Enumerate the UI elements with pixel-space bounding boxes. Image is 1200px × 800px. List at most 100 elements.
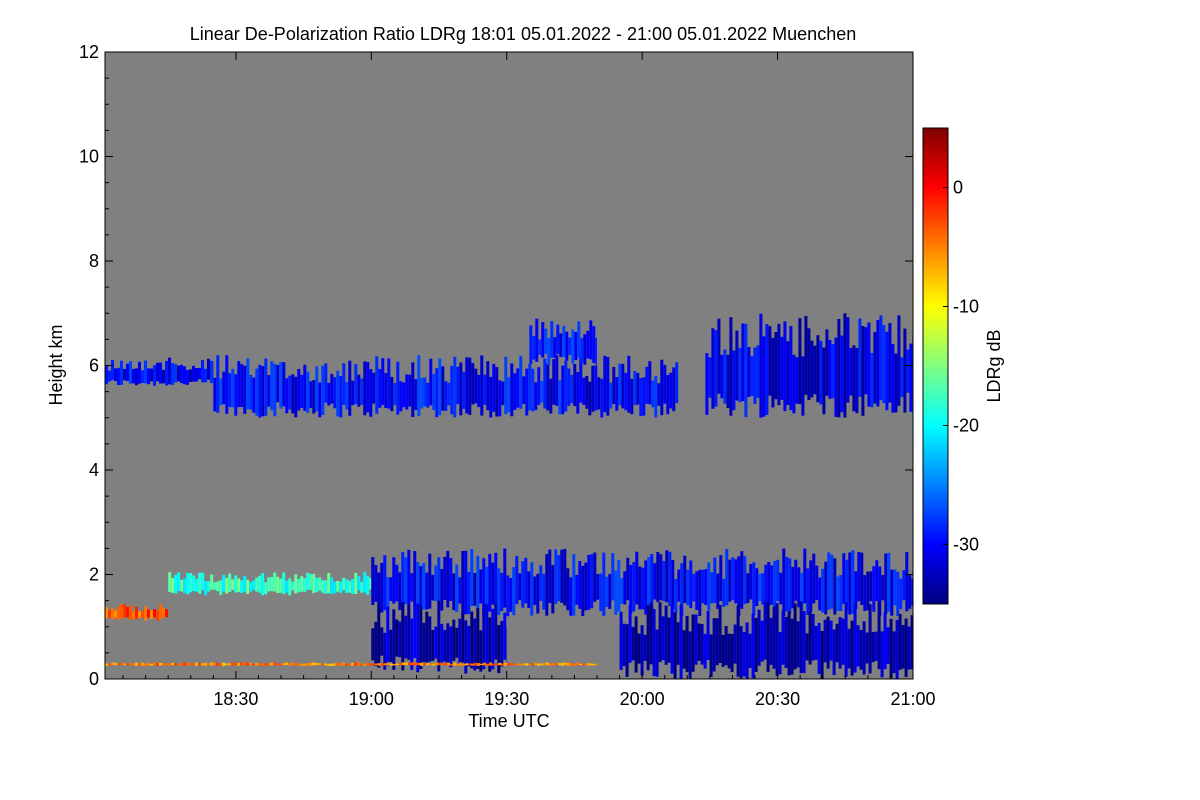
data-cell — [138, 361, 141, 384]
data-cell — [363, 663, 366, 666]
data-cell — [192, 663, 195, 665]
data-cell — [871, 632, 875, 663]
data-cell — [279, 663, 282, 666]
data-cell — [549, 378, 553, 414]
data-cell — [683, 555, 687, 603]
data-cell — [735, 330, 739, 401]
data-cell — [739, 626, 743, 679]
colorbar-ticks: 0 -10 -20 -30 — [943, 178, 979, 555]
data-cell — [255, 663, 258, 666]
data-cell — [165, 663, 168, 666]
data-cell — [596, 574, 600, 600]
data-cell — [342, 662, 345, 665]
data-cell — [555, 355, 559, 406]
data-cell — [717, 318, 721, 394]
data-cell — [877, 601, 881, 670]
data-cell — [243, 576, 247, 592]
data-cell — [584, 562, 588, 611]
data-cell — [455, 564, 459, 612]
data-cell — [721, 634, 725, 667]
data-cell — [432, 373, 436, 410]
data-cell — [762, 336, 766, 417]
data-cell — [789, 326, 793, 411]
data-cell — [270, 361, 274, 411]
data-cell — [477, 374, 481, 408]
y-tick-label: 8 — [89, 251, 99, 271]
data-cell — [425, 611, 429, 663]
data-cell — [570, 662, 573, 666]
data-cell — [354, 662, 357, 666]
data-cell — [670, 604, 674, 674]
data-cell — [446, 623, 450, 664]
data-cell — [843, 313, 847, 418]
data-cell — [558, 663, 561, 666]
data-cell — [605, 576, 609, 607]
data-cell — [901, 625, 905, 669]
data-cell — [288, 578, 292, 596]
data-cell — [186, 573, 190, 595]
data-cell — [538, 339, 542, 355]
data-cell — [881, 575, 885, 601]
data-cell — [599, 573, 603, 612]
data-cell — [589, 320, 593, 360]
data-cell — [464, 620, 468, 674]
data-cell — [336, 370, 340, 417]
data-cell — [591, 663, 594, 666]
data-cell — [824, 561, 828, 615]
data-cell — [701, 569, 705, 604]
data-cell — [428, 553, 432, 609]
data-cell — [348, 360, 352, 416]
data-cell — [126, 663, 129, 666]
data-cell — [904, 618, 908, 677]
data-cell — [144, 360, 147, 384]
data-cell — [811, 614, 815, 661]
data-cell — [270, 577, 274, 592]
data-cell — [135, 368, 138, 386]
data-cell — [483, 662, 486, 666]
data-cell — [372, 372, 376, 404]
data-cell — [513, 663, 516, 666]
data-cell — [561, 365, 565, 415]
data-cell — [195, 578, 199, 592]
x-tick-label: 19:00 — [349, 689, 394, 709]
data-cell — [363, 361, 367, 416]
data-cell — [556, 324, 560, 355]
data-cell — [333, 581, 337, 594]
data-cell — [479, 569, 483, 604]
data-cell — [470, 611, 474, 669]
data-cell — [743, 556, 747, 605]
data-cell — [666, 375, 670, 415]
data-cell — [634, 616, 638, 673]
data-cell — [582, 663, 585, 666]
data-cell — [603, 355, 607, 413]
data-cell — [579, 355, 583, 403]
data-cell — [285, 580, 289, 593]
data-cell — [835, 623, 839, 663]
data-cell — [845, 559, 849, 611]
data-cell — [869, 571, 873, 602]
data-cell — [117, 367, 120, 385]
data-cell — [318, 382, 322, 418]
data-cell — [639, 378, 643, 417]
data-cell — [183, 662, 186, 666]
data-cell — [402, 382, 406, 408]
data-cell — [458, 618, 462, 664]
data-cell — [414, 662, 417, 666]
data-cell — [105, 606, 108, 619]
data-cell — [535, 318, 539, 362]
data-cell — [757, 609, 761, 666]
data-cell — [186, 662, 189, 666]
data-cell — [162, 663, 165, 666]
data-cell — [748, 633, 752, 668]
data-cell — [342, 577, 346, 591]
data-cell — [688, 631, 692, 679]
data-cell — [653, 563, 657, 600]
data-cell — [492, 663, 495, 666]
data-cell — [885, 331, 889, 411]
data-cell — [291, 374, 295, 414]
data-cell — [654, 376, 658, 418]
data-cell — [552, 359, 556, 405]
data-cell — [564, 360, 568, 412]
data-cell — [855, 347, 859, 414]
data-cell — [572, 554, 576, 616]
